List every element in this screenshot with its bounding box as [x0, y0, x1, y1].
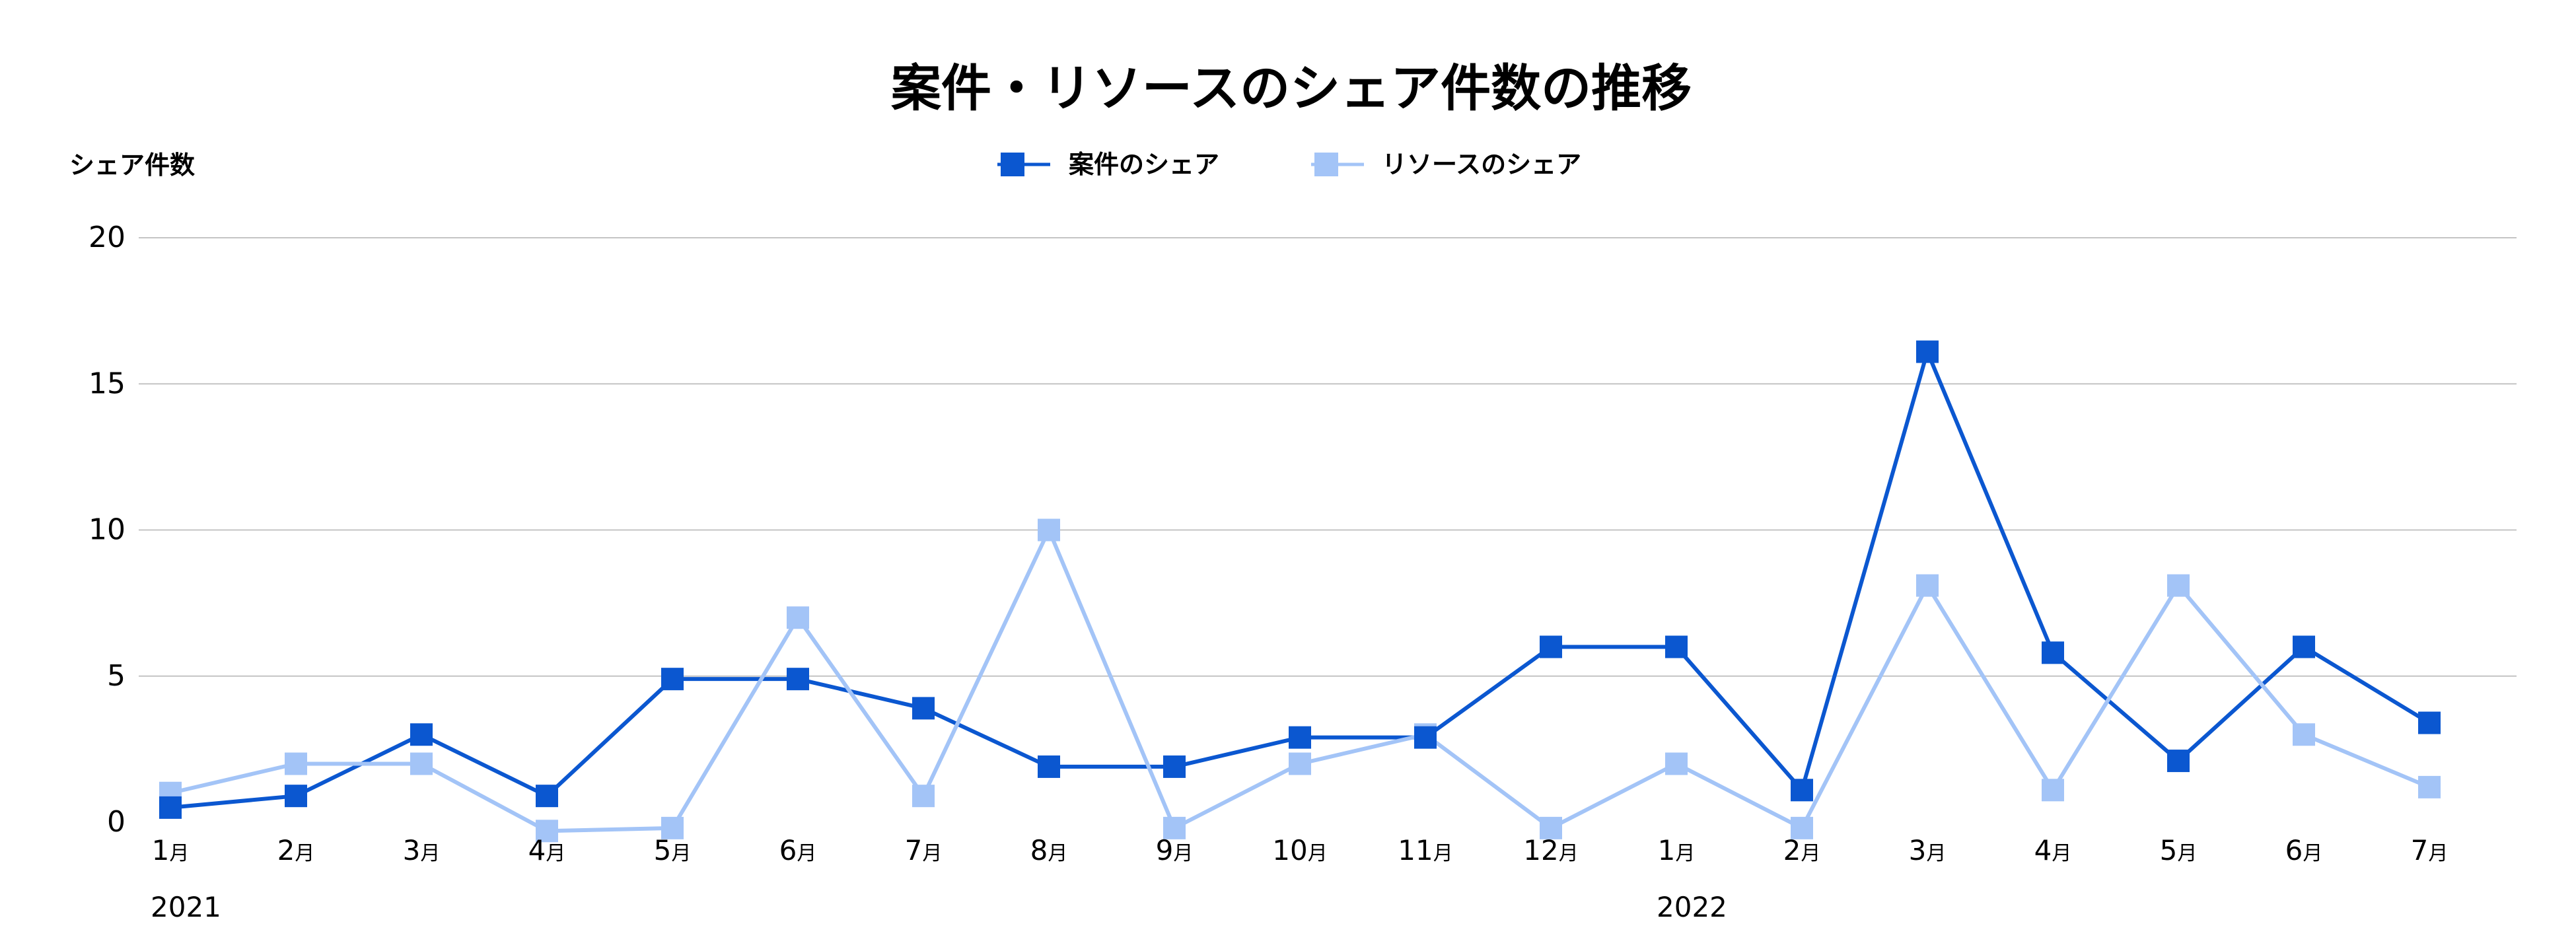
legend-label-resource-share: リソースのシェア: [1382, 150, 1581, 179]
data-point-0[interactable]: [1038, 755, 1060, 778]
data-point-0[interactable]: [912, 697, 935, 720]
series-line-1: [170, 528, 2431, 833]
data-point-1[interactable]: [2418, 775, 2441, 798]
data-point-0[interactable]: [1289, 726, 1311, 749]
x-tick-label: 1月: [152, 834, 190, 866]
x-tick-label: 7月: [905, 834, 943, 866]
data-point-1[interactable]: [285, 752, 307, 775]
year-labels: 2021 2022: [151, 891, 1727, 923]
data-point-0[interactable]: [2418, 711, 2441, 734]
data-point-0[interactable]: [2293, 635, 2315, 658]
data-point-0[interactable]: [787, 668, 809, 691]
y-tick-label: 15: [89, 367, 125, 400]
year-label: 2021: [151, 891, 221, 923]
legend: 案件のシェア リソースのシェア: [997, 150, 1581, 179]
x-tick-label: 4月: [2034, 834, 2072, 866]
data-point-0[interactable]: [285, 785, 307, 808]
y-tick-label: 5: [107, 659, 125, 693]
grid: [139, 237, 2517, 677]
data-point-1[interactable]: [1916, 574, 1939, 597]
x-tick-label: 7月: [2411, 834, 2449, 866]
data-point-1[interactable]: [1540, 816, 1562, 839]
legend-label-case-share: 案件のシェア: [1069, 150, 1219, 179]
y-axis-label: シェア件数: [69, 151, 195, 180]
data-point-0[interactable]: [159, 796, 182, 819]
data-point-0[interactable]: [1665, 635, 1688, 658]
x-tick-label: 6月: [779, 834, 817, 866]
data-point-1[interactable]: [912, 785, 935, 808]
x-tick-label: 12月: [1523, 834, 1578, 866]
data-point-0[interactable]: [1916, 340, 1939, 363]
data-point-1[interactable]: [1289, 752, 1311, 775]
y-tick-label: 0: [107, 805, 125, 839]
data-point-1[interactable]: [661, 816, 684, 839]
data-point-0[interactable]: [1163, 755, 1186, 778]
x-tick-label: 11月: [1398, 834, 1452, 866]
legend-item-case-share[interactable]: 案件のシェア: [997, 150, 1219, 179]
data-point-0[interactable]: [410, 723, 433, 746]
data-point-1[interactable]: [1163, 816, 1186, 839]
x-tick-label: 5月: [2160, 834, 2198, 866]
data-point-1[interactable]: [787, 606, 809, 629]
data-point-0[interactable]: [1540, 635, 1562, 658]
x-tick-label: 5月: [654, 834, 692, 866]
x-axis-ticks: 1月 2月 3月 4月 5月 6月 7月 8月 9月 10月 11月 12月 1月 2月 3月 4月 5月 6月 7…: [152, 834, 2449, 866]
y-tick-label: 20: [89, 221, 125, 254]
x-tick-label: 2月: [1783, 834, 1821, 866]
x-tick-label: 2月: [277, 834, 315, 866]
data-point-1[interactable]: [410, 752, 433, 775]
x-tick-label: 1月: [1658, 834, 1696, 866]
y-axis-ticks: 0 5 10 15 20: [89, 221, 125, 839]
x-tick-label: 9月: [1156, 834, 1194, 866]
data-point-0[interactable]: [1791, 779, 1813, 802]
data-point-1[interactable]: [1038, 518, 1060, 542]
data-point-1[interactable]: [1665, 752, 1688, 775]
data-point-0[interactable]: [1414, 726, 1437, 749]
data-point-0[interactable]: [661, 668, 684, 691]
data-point-0[interactable]: [536, 785, 558, 808]
x-tick-label: 6月: [2285, 834, 2323, 866]
x-tick-label: 10月: [1272, 834, 1327, 866]
series-layer: [159, 340, 2441, 843]
data-point-0[interactable]: [2042, 641, 2064, 664]
data-point-1[interactable]: [2042, 779, 2064, 802]
data-point-0[interactable]: [2167, 750, 2190, 773]
data-point-1[interactable]: [536, 820, 558, 843]
data-point-1[interactable]: [2167, 574, 2190, 597]
legend-item-resource-share[interactable]: リソースのシェア: [1311, 150, 1581, 179]
x-tick-label: 8月: [1030, 834, 1068, 866]
x-tick-label: 3月: [1909, 834, 1947, 866]
year-label: 2022: [1657, 891, 1727, 923]
x-tick-label: 4月: [528, 834, 566, 866]
data-point-1[interactable]: [2293, 723, 2315, 746]
data-point-1[interactable]: [1791, 816, 1813, 839]
x-tick-label: 3月: [403, 834, 441, 866]
y-tick-label: 10: [89, 513, 125, 547]
chart-title: 案件・リソースのシェア件数の推移: [891, 59, 1692, 118]
